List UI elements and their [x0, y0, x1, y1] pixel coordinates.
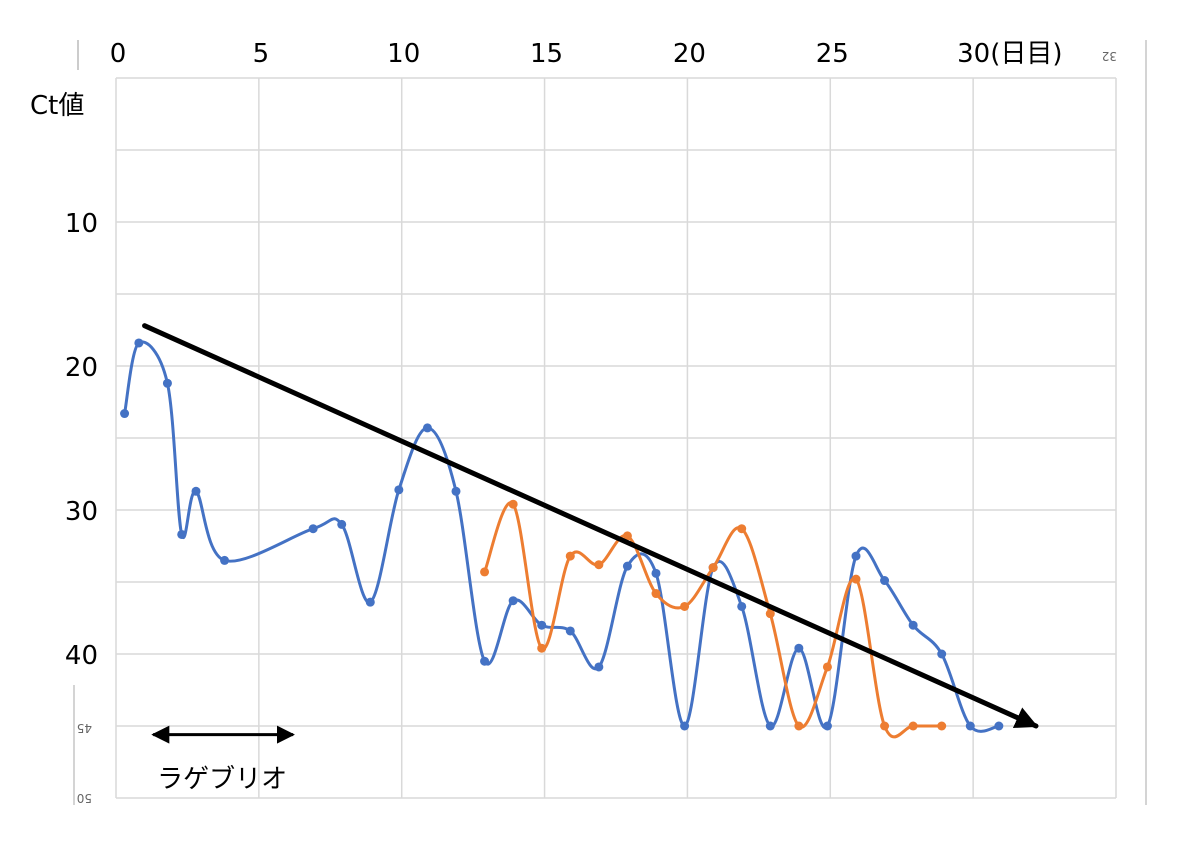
series-2-point	[908, 721, 918, 731]
y-tick-label: 20	[65, 353, 98, 383]
series-2-point	[565, 551, 575, 561]
series-1-point	[822, 721, 832, 731]
x-axis-ticks: 0 5 10 15 20 25 30(日目)	[110, 39, 1063, 69]
series-1-point	[394, 485, 404, 495]
series-2-point	[480, 567, 490, 577]
series-1-point	[880, 576, 890, 586]
series-2-point	[822, 662, 832, 672]
series-layer	[120, 338, 1004, 739]
series-1-point	[451, 486, 461, 496]
y-axis-ticks: 10 20 30 40	[65, 209, 98, 671]
series-1-point	[565, 626, 575, 636]
series-1-point	[337, 519, 347, 529]
series-1-point	[680, 721, 690, 731]
series-1-point	[537, 620, 547, 630]
series-2-point	[794, 721, 804, 731]
x-tick-label: 10	[387, 39, 420, 69]
series-1-point	[220, 555, 230, 565]
series-1-point	[508, 596, 518, 606]
x-tick-label: 0	[110, 39, 127, 69]
series-2-point	[594, 560, 604, 570]
mirror-label-45: 45	[77, 721, 92, 735]
series-1-point	[365, 597, 375, 607]
series-2-point	[737, 524, 747, 534]
series-1-point	[651, 568, 661, 578]
series-1-point	[594, 662, 604, 672]
series-1-point	[994, 721, 1004, 731]
series-1-point	[622, 561, 632, 571]
series-2-point	[765, 609, 775, 619]
series-2-point	[851, 574, 861, 584]
series-1-point	[162, 378, 172, 388]
series-1-point	[134, 338, 144, 348]
x-tick-label: 20	[673, 39, 706, 69]
series-2-point	[880, 721, 890, 731]
series-1-point	[794, 643, 804, 653]
series-1-line	[123, 340, 1000, 733]
series-1-point	[965, 721, 975, 731]
x-tick-label: 5	[253, 39, 270, 69]
y-axis-label: Ct値	[30, 91, 84, 121]
grid-lines	[115, 77, 1117, 799]
series-1-point	[177, 529, 187, 539]
series-1-point	[851, 551, 861, 561]
downward-trend-arrow	[142, 323, 1039, 729]
series-2-point	[622, 531, 632, 541]
x-tick-label: 25	[816, 39, 849, 69]
series-1-point	[480, 656, 490, 666]
series-2-point	[937, 721, 947, 731]
series-2-point	[680, 601, 690, 611]
series-1-point	[120, 409, 130, 419]
series-1-point	[422, 423, 432, 433]
y-tick-label: 40	[65, 641, 98, 671]
y-tick-label: 30	[65, 497, 98, 527]
series-1-point	[908, 620, 918, 630]
x-tick-label: 30(日目)	[957, 39, 1062, 69]
series-1-point	[191, 486, 201, 496]
series-1-point	[737, 601, 747, 611]
lagevrio-label: ラゲブリオ	[157, 765, 287, 795]
y-tick-label: 10	[65, 209, 98, 239]
x-tick-label: 15	[530, 39, 563, 69]
mirror-label-32: 32	[1102, 49, 1117, 63]
series-1-point	[765, 721, 775, 731]
mirror-label-50: 50	[77, 791, 92, 805]
series-1-point	[308, 524, 318, 534]
lagevrio-annotation: ラゲブリオ	[151, 725, 295, 795]
series-1-point	[937, 649, 947, 659]
mirror-labels: 32 45 50	[77, 49, 1117, 805]
series-2-point	[651, 589, 661, 599]
series-2-point	[508, 499, 518, 509]
series-2-point	[708, 563, 718, 573]
series-2-point	[537, 643, 547, 653]
series-2-line	[483, 501, 942, 739]
